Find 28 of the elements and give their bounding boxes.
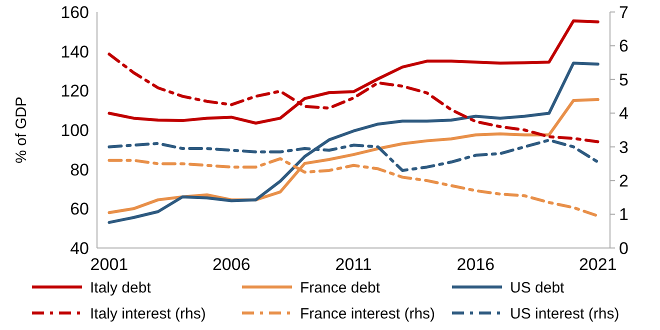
legend-label: US interest (rhs) bbox=[510, 305, 620, 322]
y2-tick-label: 5 bbox=[619, 70, 628, 90]
y2-tick-label: 0 bbox=[619, 238, 628, 258]
line-series bbox=[108, 62, 600, 224]
y-tick-label: 100 bbox=[60, 120, 89, 140]
legend-label: Italy debt bbox=[90, 279, 152, 296]
x-tick-label: 2021 bbox=[578, 255, 617, 274]
legend-label: France debt bbox=[300, 279, 381, 296]
y2-tick-label: 4 bbox=[619, 104, 628, 124]
x-tick-label: 2011 bbox=[335, 255, 372, 274]
y2-tick-label: 2 bbox=[619, 172, 628, 191]
y2-tick-label: 3 bbox=[619, 138, 628, 157]
y-tick-label: 120 bbox=[60, 82, 89, 101]
y-tick-label: 80 bbox=[70, 160, 89, 180]
y-tick-label: 60 bbox=[70, 200, 89, 219]
legend-label: US debt bbox=[510, 279, 566, 296]
y-tick-label: 160 bbox=[60, 2, 89, 22]
y2-tick-label: 7 bbox=[619, 2, 628, 22]
legend-label: France interest (rhs) bbox=[300, 305, 436, 322]
y2-tick-label: 1 bbox=[619, 205, 628, 224]
y-axis-title: % of GDP bbox=[13, 96, 30, 164]
legend-label: Italy interest (rhs) bbox=[90, 305, 206, 322]
y2-tick-label: 6 bbox=[619, 36, 628, 56]
x-tick-label: 2001 bbox=[90, 255, 128, 274]
y-tick-label: 40 bbox=[70, 238, 89, 258]
x-tick-label: 2006 bbox=[212, 255, 250, 274]
x-tick-label: 2016 bbox=[456, 255, 495, 274]
y-tick-label: 140 bbox=[60, 42, 89, 62]
